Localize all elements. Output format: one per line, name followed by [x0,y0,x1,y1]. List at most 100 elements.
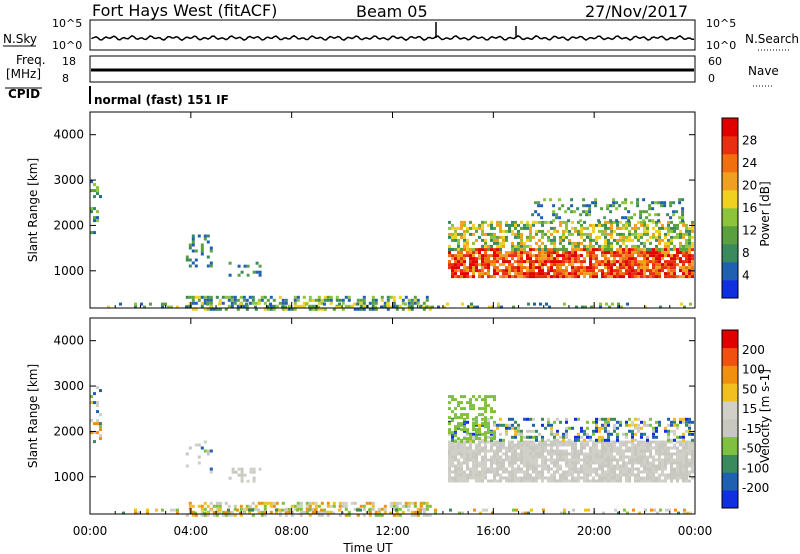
range-gate [613,479,616,483]
range-gate [469,440,472,444]
range-gate [523,464,526,468]
range-gate [688,426,691,430]
range-gate [529,429,532,433]
range-gate [568,238,571,242]
range-gate [493,254,496,258]
range-gate [475,419,478,423]
range-gate [457,461,460,465]
range-gate [526,429,529,433]
range-gate [673,272,676,276]
range-gate [502,244,505,248]
range-gate [472,241,475,245]
range-gate [478,413,481,417]
range-gate [646,229,649,233]
range-gate [610,247,613,251]
range-gate [246,479,250,483]
range-gate [682,458,685,462]
range-gate [589,473,592,477]
range-gate [592,461,595,465]
range-gate [481,476,484,480]
range-gate [563,508,566,512]
range-gate [658,232,661,236]
range-gate [338,305,341,309]
range-gate [538,220,541,224]
range-gate [616,432,619,436]
range-gate [404,501,408,505]
range-gate [610,458,613,462]
range-gate [188,305,191,309]
range-gate [532,269,535,273]
range-gate [499,443,502,447]
range-gate [350,501,354,505]
range-gate [472,428,475,432]
range-gate [511,263,514,267]
range-gate [676,232,679,236]
range-gate [240,467,244,471]
range-gate [448,449,451,453]
range-gate [580,223,583,227]
range-gate [681,213,685,217]
range-gate [643,269,646,273]
range-gate [601,417,604,421]
range-gate [502,260,505,264]
range-gate [499,229,502,233]
range-gate [529,461,532,465]
range-gate [511,423,514,427]
range-gate [601,263,604,267]
range-gate [469,266,472,270]
range-gate [380,305,383,309]
colorbar-tick: -100 [742,461,769,475]
range-gate [592,223,595,227]
range-gate [466,432,469,436]
range-gate [541,479,544,483]
range-gate [460,223,463,227]
range-gate [631,248,634,252]
range-gate [511,455,514,459]
range-gate [652,464,655,468]
range-gate [568,232,571,236]
range-gate [502,254,505,258]
range-gate [568,251,571,255]
range-gate [619,257,622,261]
range-gate [588,207,592,211]
range-gate [296,295,300,299]
range-gate [448,244,451,248]
range-gate [284,508,287,512]
range-gate [655,429,658,433]
range-gate [664,272,667,276]
range-gate [685,470,688,474]
range-gate [496,272,499,276]
range-gate [463,266,466,270]
range-gate [526,479,529,483]
range-gate [228,261,232,265]
range-gate [583,226,586,230]
range-gate [514,232,517,236]
range-gate [523,449,526,453]
range-gate [625,269,628,273]
range-gate [547,423,550,427]
range-gate [448,254,451,258]
range-gate [622,473,625,477]
range-gate [496,244,499,248]
range-gate [490,431,493,435]
range-gate [571,470,574,474]
range-gate [299,304,303,308]
range-gate [463,455,466,459]
range-gate [653,508,656,512]
range-gate [691,220,694,224]
range-gate [556,449,559,453]
range-gate [200,504,204,508]
range-gate [526,260,529,264]
range-gate [685,423,688,427]
range-gate [631,458,634,462]
range-gate [257,508,260,512]
range-gate [673,269,676,273]
range-gate [407,508,410,512]
range-gate [359,298,363,302]
range-gate [463,232,466,236]
range-gate [544,232,547,236]
range-gate [263,504,267,508]
range-gate [428,504,432,508]
range-gate [613,260,616,264]
range-gate [562,443,565,447]
